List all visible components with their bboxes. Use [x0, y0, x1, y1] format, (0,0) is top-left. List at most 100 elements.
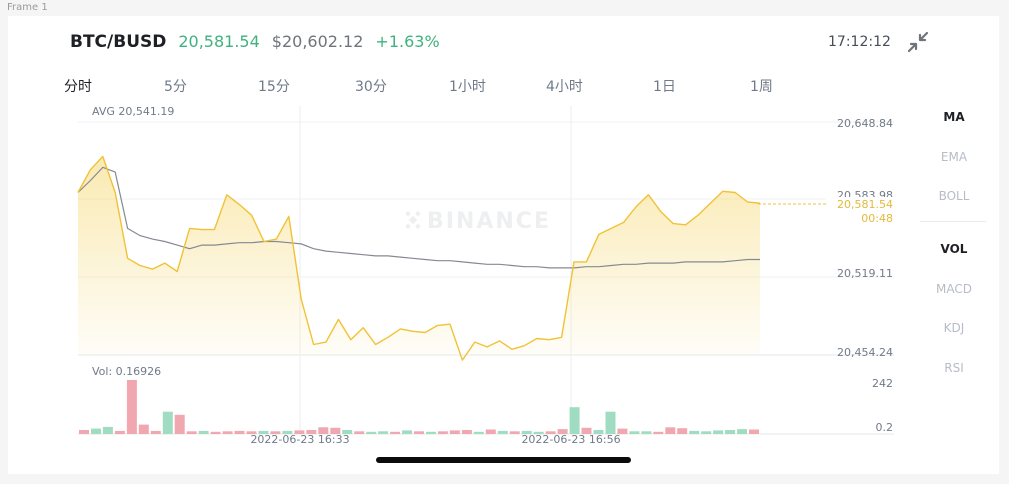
- volume-bar: [593, 430, 604, 434]
- collapse-arrows-icon[interactable]: [907, 31, 929, 53]
- price-line: [77, 155, 761, 361]
- volume-bar: [294, 430, 305, 434]
- volume-bar: [79, 430, 89, 434]
- price-line-layer: [77, 155, 761, 361]
- tab-timeshare[interactable]: 分时: [64, 79, 92, 95]
- volume-bar: [437, 431, 448, 434]
- volume-bar: [617, 428, 628, 434]
- volume-bar: [414, 431, 424, 434]
- volume-bar: [485, 429, 496, 434]
- indicator-kdj[interactable]: KDJ: [943, 321, 965, 335]
- volume-bar: [557, 429, 568, 434]
- frame-label: Frame 1: [7, 2, 48, 13]
- volume-bar: [330, 427, 341, 434]
- volume-bar: [258, 430, 269, 434]
- volume-bar: [689, 430, 700, 434]
- volume-bar: [402, 430, 413, 434]
- volume-bar: [509, 431, 520, 434]
- avg-line-layer: [77, 166, 760, 269]
- volume-bar: [318, 427, 329, 434]
- price-area-layer: [78, 156, 760, 361]
- volume-bar: [461, 430, 472, 434]
- volume-bar: [222, 431, 233, 434]
- vol-y-tick: 242: [872, 377, 893, 390]
- volume-bar: [497, 430, 508, 434]
- ticker-header: BTC/BUSD 20,581.54 $20,602.12 +1.63%: [70, 32, 440, 56]
- y-tick-label: 20,454.24: [837, 346, 893, 359]
- volume-bar: [665, 427, 676, 434]
- tab-1d[interactable]: 1日: [653, 79, 676, 95]
- volume-bar: [581, 427, 592, 434]
- price-area: [78, 156, 760, 361]
- volume-bar: [653, 431, 664, 434]
- volume-bar: [521, 430, 532, 434]
- volume-bar: [126, 380, 137, 434]
- volume-bar: [629, 431, 640, 434]
- vol-y-tick: 0.2: [876, 421, 894, 434]
- watermark-text: BINANCE: [427, 209, 551, 234]
- indicator-macd[interactable]: MACD: [936, 282, 972, 296]
- volume-bar: [426, 431, 436, 434]
- volume-bar: [91, 428, 101, 434]
- clock: 17:12:12: [828, 34, 891, 50]
- volume-bar: [533, 431, 544, 434]
- mark-price: $20,602.12: [271, 32, 364, 51]
- volume-bar: [737, 429, 748, 434]
- y-tick-label: 20,648.84: [837, 117, 893, 130]
- current-price-tag-bg: [826, 197, 896, 210]
- tab-15m[interactable]: 15分: [258, 79, 290, 95]
- tab-30m[interactable]: 30分: [355, 79, 387, 95]
- tab-1w[interactable]: 1周: [750, 79, 773, 95]
- volume-bar: [162, 411, 173, 434]
- vol-label: Vol: 0.16926: [92, 365, 161, 378]
- indicator-vol[interactable]: VOL: [940, 242, 968, 256]
- volume-bar: [342, 430, 353, 434]
- volume-bar: [473, 431, 484, 434]
- indicator-ema[interactable]: EMA: [940, 150, 968, 164]
- price-change: +1.63%: [375, 32, 440, 51]
- volume-bar: [174, 414, 185, 434]
- indicator-divider: [920, 221, 986, 222]
- volume-bar: [725, 430, 736, 434]
- binance-watermark: BINANCE: [405, 209, 551, 234]
- volume-bar: [306, 430, 317, 434]
- volume-bar-layer: [79, 380, 759, 434]
- price-chart[interactable]: BINANCE AVG 20,541.19 20,648.84 20,583.9…: [8, 16, 918, 474]
- volume-bar: [749, 429, 759, 434]
- scrollbar[interactable]: [376, 457, 631, 463]
- pair-name[interactable]: BTC/BUSD: [70, 32, 167, 52]
- countdown-label: 00:48: [861, 212, 893, 225]
- x-tick-label: 2022-06-23 16:33: [250, 433, 349, 446]
- indicator-ma[interactable]: MA: [943, 110, 965, 124]
- tab-5m[interactable]: 5分: [164, 79, 187, 95]
- avg-label: AVG 20,541.19: [92, 105, 174, 118]
- volume-bar: [641, 431, 652, 434]
- chart-card: BTC/BUSD 20,581.54 $20,602.12 +1.63% 17:…: [8, 16, 999, 474]
- volume-bar: [102, 426, 113, 434]
- last-price: 20,581.54: [178, 32, 260, 51]
- tab-4h[interactable]: 4小时: [546, 79, 583, 95]
- interval-tabs: 分时 5分 15分 30分 1小时 4小时 1日 1周: [8, 76, 999, 100]
- avg-line: [77, 166, 760, 269]
- volume-bar: [138, 424, 149, 434]
- volume-bar: [390, 431, 401, 434]
- tab-1h[interactable]: 1小时: [449, 79, 486, 95]
- volume-bar: [234, 430, 245, 434]
- volume-bar: [282, 430, 293, 434]
- volume-bar: [186, 431, 197, 434]
- volume-bar: [114, 430, 125, 434]
- volume-bar: [449, 430, 460, 434]
- volume-bar: [270, 431, 281, 434]
- indicator-boll[interactable]: BOLL: [938, 189, 970, 203]
- current-price-label: 20,581.54: [837, 198, 893, 211]
- x-tick-label: 2022-06-23 16:56: [521, 433, 620, 446]
- volume-bar: [246, 431, 257, 434]
- volume-bar: [545, 431, 556, 434]
- volume-bar: [366, 431, 377, 434]
- volume-bar: [210, 431, 221, 434]
- volume-bar: [677, 428, 688, 434]
- volume-bar: [150, 430, 161, 434]
- volume-bar: [605, 411, 616, 434]
- indicator-rsi[interactable]: RSI: [944, 361, 964, 375]
- y-tick-label: 20,519.11: [837, 267, 893, 280]
